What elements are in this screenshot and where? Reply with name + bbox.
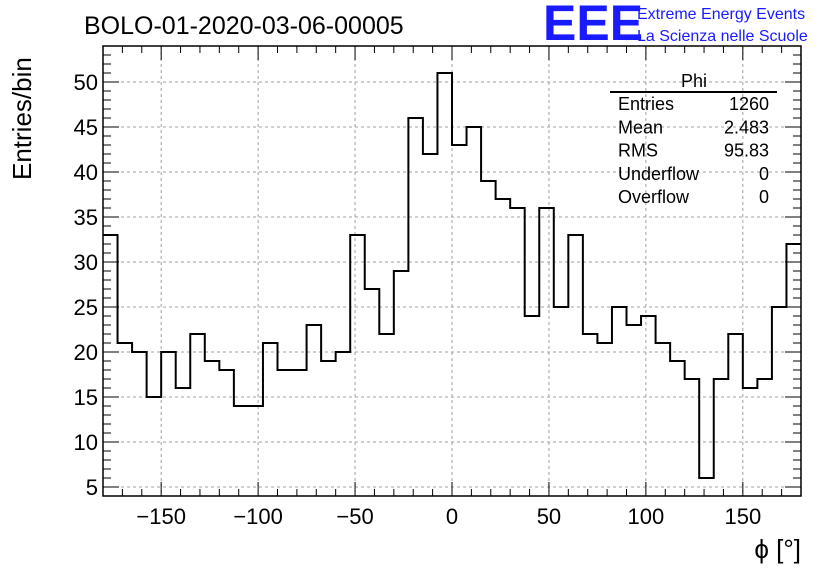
- stats-row-value: 0: [759, 187, 769, 207]
- chart-title: BOLO-01-2020-03-06-00005: [84, 12, 404, 40]
- histogram-bin: [641, 316, 656, 496]
- histogram-bin: [408, 118, 423, 496]
- histogram-bin: [278, 370, 293, 496]
- histogram-bin: [757, 379, 772, 496]
- histogram-bin: [205, 361, 220, 496]
- x-tick-label: −50: [336, 504, 373, 529]
- y-tick-label: 35: [74, 205, 98, 230]
- histogram-bin: [118, 343, 133, 496]
- stats-row-value: 1260: [729, 94, 769, 114]
- y-tick-label: 30: [74, 250, 98, 275]
- histogram-bin: [263, 343, 278, 496]
- histogram-bin: [365, 289, 380, 496]
- y-tick-label: 45: [74, 115, 98, 140]
- x-tick-label: −150: [136, 504, 186, 529]
- tick-labels: −150 −100 −50 0 50 100 150 5 10 15 20 25 30 35 40 45 50: [74, 70, 762, 529]
- histogram-bin: [539, 208, 554, 496]
- histogram-bin: [423, 154, 438, 496]
- stats-row-value: 2.483: [724, 117, 769, 137]
- histogram-bin: [132, 352, 147, 496]
- x-axis-label: ϕ [°]: [754, 534, 801, 564]
- y-tick-label: 15: [74, 385, 98, 410]
- histogram-bin: [379, 334, 394, 496]
- stats-row-label: Entries: [618, 94, 674, 114]
- histogram-bin: [714, 379, 729, 496]
- histogram-bin: [161, 352, 176, 496]
- histogram-bin: [103, 235, 118, 496]
- x-tick-label: 0: [446, 504, 458, 529]
- histogram-bin: [394, 271, 409, 496]
- eee-logo-mark: EEE: [543, 0, 643, 51]
- histogram-bin: [597, 343, 612, 496]
- histogram-bin: [699, 478, 714, 496]
- y-tick-label: 5: [86, 475, 98, 500]
- histogram-bin: [190, 334, 205, 496]
- histogram-bin: [568, 235, 583, 496]
- histogram-bin: [481, 181, 496, 496]
- histogram-bin: [321, 361, 336, 496]
- x-tick-label: 100: [628, 504, 665, 529]
- eee-logo-line2: La Scienza nelle Scuole: [637, 28, 808, 45]
- stats-row-label: Overflow: [618, 187, 690, 207]
- x-tick-label: 150: [724, 504, 761, 529]
- stats-box-name: Phi: [681, 71, 707, 91]
- stats-row-label: Underflow: [618, 164, 700, 184]
- histogram-bin: [437, 73, 452, 496]
- histogram-bin: [336, 352, 351, 496]
- histogram-bin: [554, 307, 569, 496]
- histogram-bin: [583, 334, 598, 496]
- histogram-bin: [307, 325, 322, 496]
- stats-row-value: 95.83: [724, 141, 769, 161]
- histogram-bin: [670, 361, 685, 496]
- histogram-bin: [612, 307, 627, 496]
- x-tick-label: −100: [233, 504, 283, 529]
- eee-logo: EEE Extreme Energy Events La Scienza nel…: [543, 0, 808, 51]
- histogram-bin: [728, 334, 743, 496]
- stats-box: Phi Entries 1260 Mean 2.483 RMS 95.83 Underflo…: [610, 71, 777, 207]
- histogram-bin: [248, 406, 263, 496]
- histogram-bin: [656, 343, 671, 496]
- y-axis-label: Entries/bin: [7, 57, 37, 180]
- histogram-bin: [525, 316, 540, 496]
- histogram-bin: [452, 145, 467, 496]
- histogram-bin: [496, 199, 511, 496]
- stats-row-label: Mean: [618, 117, 663, 137]
- histogram-bin: [292, 370, 307, 496]
- histogram-bin: [234, 406, 249, 496]
- y-tick-label: 50: [74, 70, 98, 95]
- histogram-bin: [176, 388, 191, 496]
- eee-logo-line1: Extreme Energy Events: [637, 6, 805, 23]
- histogram-bin: [743, 388, 758, 496]
- axis-ticks: [103, 46, 801, 496]
- histogram-bin: [219, 370, 234, 496]
- y-tick-label: 20: [74, 340, 98, 365]
- histogram-bin: [350, 235, 365, 496]
- y-tick-label: 25: [74, 295, 98, 320]
- histogram-bin: [772, 307, 787, 496]
- histogram-bars: [103, 72, 801, 496]
- y-tick-label: 40: [74, 160, 98, 185]
- x-tick-label: 50: [537, 504, 561, 529]
- histogram-bin: [510, 208, 525, 496]
- histogram-bin: [627, 325, 642, 496]
- histogram-bin: [147, 397, 162, 496]
- histogram-outline: [103, 72, 801, 479]
- histogram-bin: [685, 379, 700, 496]
- y-tick-label: 10: [74, 430, 98, 455]
- stats-row-label: RMS: [618, 141, 658, 161]
- histogram-bin: [467, 127, 482, 496]
- stats-row-value: 0: [759, 164, 769, 184]
